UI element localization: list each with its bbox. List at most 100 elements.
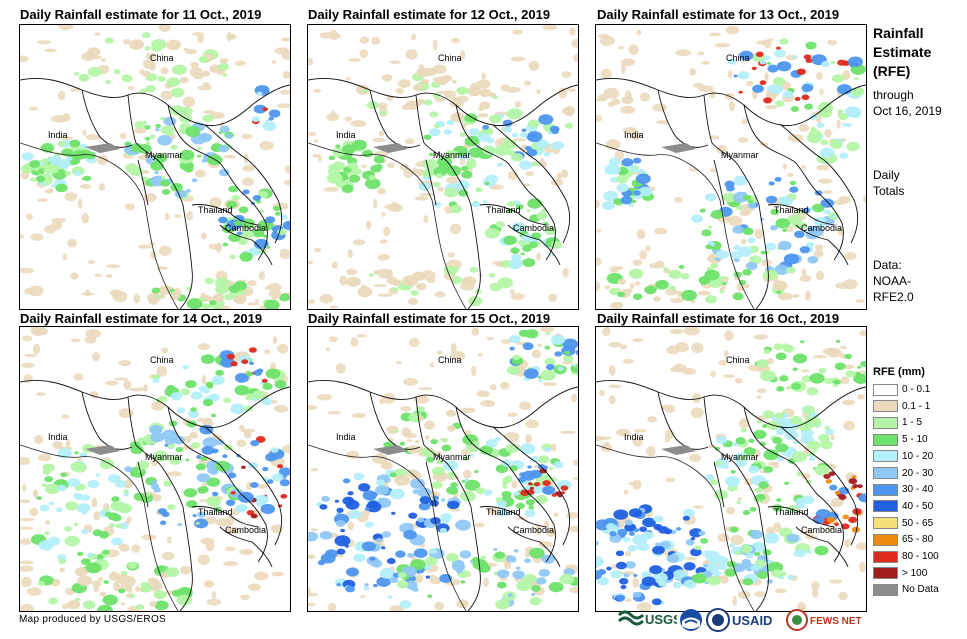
rainfall-cell	[428, 152, 434, 157]
rainfall-cell	[685, 539, 695, 546]
rainfall-cell	[321, 495, 330, 502]
rainfall-cell	[678, 264, 685, 269]
rainfall-cell	[279, 293, 290, 302]
rainfall-cell	[758, 481, 769, 489]
rainfall-cell	[775, 412, 784, 419]
rainfall-cell	[406, 469, 419, 478]
rainfall-cell	[130, 143, 144, 153]
rainfall-cell	[844, 353, 852, 360]
map-label-china: China	[726, 355, 750, 365]
rainfall-cell	[222, 242, 229, 247]
legend-item: 10 - 20	[873, 450, 933, 463]
rainfall-cell	[732, 225, 745, 234]
rainfall-cell	[265, 245, 271, 249]
rainfall-cell	[639, 92, 651, 102]
rainfall-cell	[628, 44, 639, 55]
rainfall-cell	[550, 241, 563, 249]
rainfall-cell	[741, 53, 749, 58]
rainfall-cell	[507, 150, 516, 156]
rainfall-cell	[253, 369, 263, 376]
rainfall-cell	[180, 106, 193, 116]
rainfall-cell	[329, 305, 339, 309]
rainfall-cell	[522, 342, 534, 351]
rainfall-cell	[734, 377, 743, 384]
rainfall-cell	[450, 343, 457, 354]
rainfall-cell	[783, 253, 800, 265]
rainfall-cell	[190, 407, 197, 412]
rainfall-cell	[60, 472, 67, 478]
rainfall-cell	[164, 212, 170, 221]
rainfall-cell	[85, 134, 101, 141]
rainfall-cell	[226, 33, 237, 40]
rainfall-cell	[522, 244, 533, 252]
rainfall-cell	[198, 343, 210, 351]
rainfall-cell	[748, 465, 760, 474]
rainfall-cell	[150, 432, 165, 443]
rainfall-cell	[218, 130, 223, 134]
rainfall-cell	[51, 217, 67, 223]
rainfall-cell	[680, 273, 690, 280]
rainfall-cell	[623, 126, 637, 135]
rainfall-cell	[266, 479, 274, 484]
rainfall-cell	[23, 374, 33, 384]
no-data-area	[373, 143, 408, 153]
rainfall-cell	[543, 152, 551, 157]
rainfall-cell	[495, 221, 506, 228]
legend-swatch	[873, 567, 898, 580]
country-border	[479, 506, 547, 528]
rainfall-cell	[551, 141, 565, 150]
rainfall-cell	[198, 56, 209, 63]
rainfall-cell	[367, 500, 379, 508]
country-border	[795, 526, 849, 568]
rainfall-cell	[201, 445, 215, 455]
legend-label: 1 - 5	[902, 417, 923, 429]
rainfall-cell	[672, 581, 682, 589]
rainfall-cell	[416, 67, 431, 78]
rainfall-cell	[736, 459, 748, 467]
rainfall-cell	[477, 352, 483, 357]
rainfall-cell	[446, 553, 459, 562]
rainfall-cell	[733, 257, 740, 263]
rainfall-cell	[86, 552, 93, 557]
legend-title: RFE (mm)	[873, 366, 925, 378]
rainfall-cell	[336, 507, 344, 513]
rainfall-cell	[206, 477, 220, 487]
no-data-area	[661, 445, 696, 455]
rainfall-cell	[309, 593, 318, 597]
rainfall-cell	[134, 127, 147, 134]
rainfall-cell	[361, 541, 376, 552]
rainfall-cell	[763, 465, 774, 473]
rainfall-map-svg	[596, 327, 866, 611]
rainfall-cell	[410, 290, 419, 296]
rainfall-cell	[449, 223, 462, 235]
rainfall-cell	[459, 407, 476, 414]
country-border	[204, 124, 282, 244]
rainfall-cell	[614, 150, 624, 161]
rainfall-cell	[542, 485, 556, 495]
rainfall-cell	[493, 547, 498, 551]
rainfall-cell	[560, 169, 569, 179]
rainfall-cell	[502, 476, 512, 484]
rainfall-cell	[510, 293, 525, 300]
legend-label: 80 - 100	[902, 551, 939, 562]
rainfall-cell	[348, 174, 361, 183]
rainfall-cell	[33, 167, 40, 172]
rainfall-cell	[113, 69, 121, 75]
rainfall-cell	[185, 126, 201, 138]
country-border	[425, 461, 437, 508]
rainfall-cell	[59, 136, 74, 140]
rainfall-cell	[700, 280, 707, 286]
rainfall-cell	[708, 559, 717, 565]
rainfall-cell	[382, 393, 396, 404]
rainfall-cell	[691, 342, 704, 354]
rainfall-cell	[694, 545, 702, 551]
rainfall-cell	[805, 58, 813, 64]
country-border	[455, 104, 556, 261]
rainfall-cell	[379, 239, 388, 244]
rainfall-cell	[485, 174, 499, 184]
rainfall-cell	[485, 439, 498, 448]
rainfall-map-oct14: China India Myanmar Thailand Cambodia	[19, 326, 291, 612]
rainfall-cell	[782, 90, 794, 98]
rainfall-cell	[265, 453, 278, 462]
rainfall-cell	[185, 189, 192, 193]
